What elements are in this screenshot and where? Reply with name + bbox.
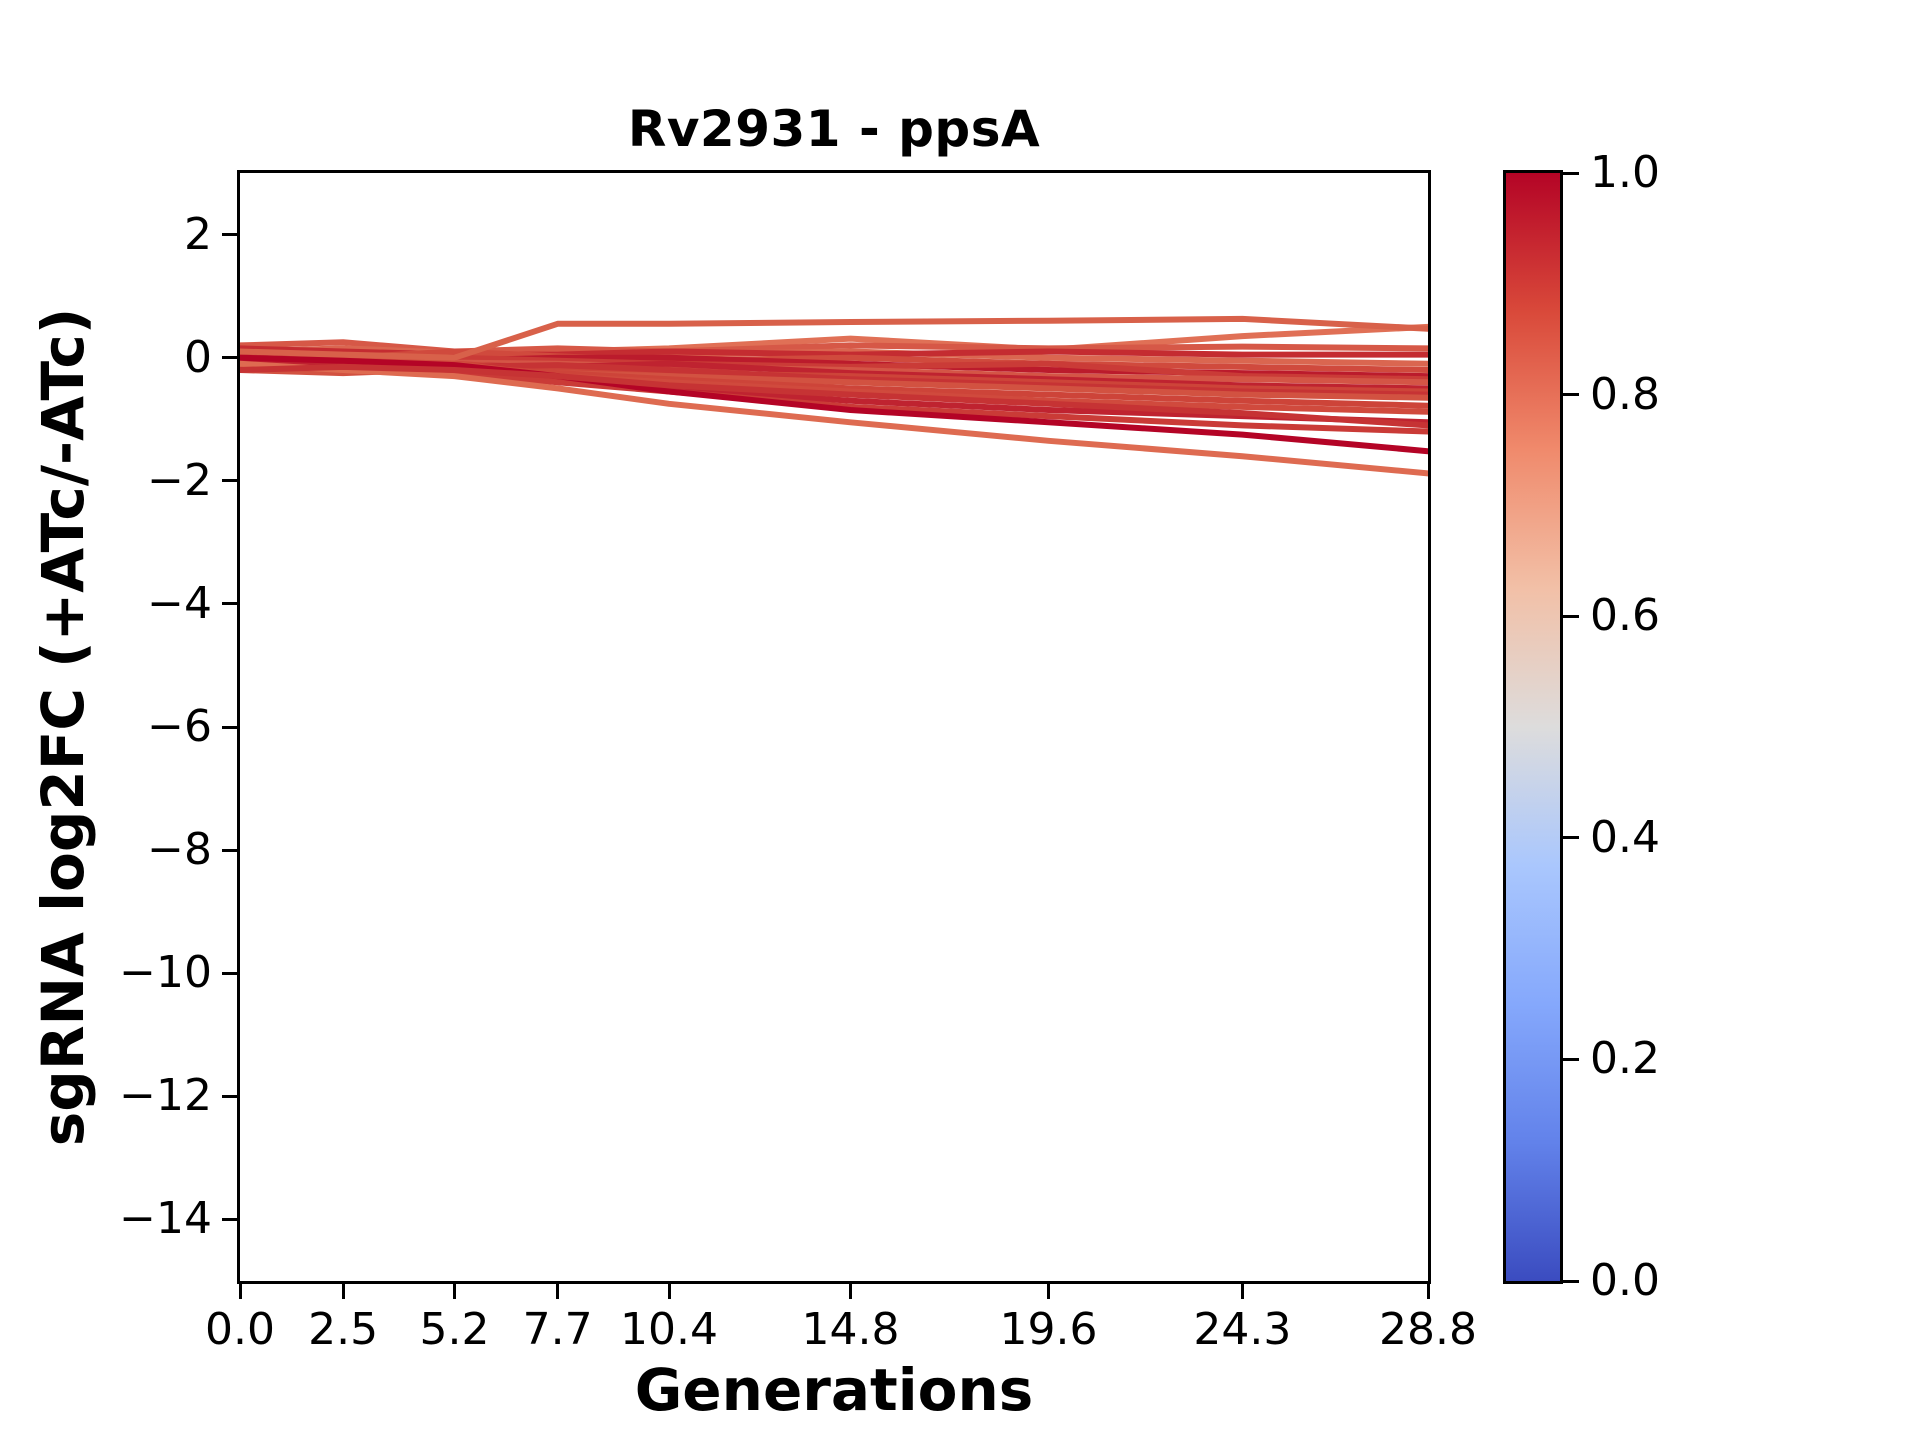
colorbar-tick-label: 0.4	[1590, 811, 1660, 863]
x-tick-label: 2.5	[308, 1304, 379, 1355]
colorbar-tick-mark	[1563, 171, 1579, 175]
y-tick-mark	[222, 848, 237, 852]
x-tick-mark	[453, 1284, 456, 1299]
x-tick-label: 10.4	[620, 1304, 718, 1355]
y-tick-mark	[222, 1094, 237, 1098]
series-line-20	[240, 363, 1428, 429]
x-tick-label: 19.6	[999, 1304, 1098, 1355]
colorbar-tick-label: 1.0	[1590, 147, 1660, 198]
x-tick-label: 0.0	[205, 1304, 275, 1355]
y-tick-label: −10	[119, 947, 212, 999]
y-axis-label: sgRNA log2FC (+ATc/-ATc)	[18, 173, 108, 1281]
series-line-4	[240, 345, 1428, 358]
y-tick-label: −4	[147, 577, 212, 629]
colorbar-gradient	[1506, 173, 1560, 1281]
y-tick-mark	[222, 356, 237, 360]
y-tick-mark	[222, 1217, 237, 1221]
colorbar	[1503, 170, 1563, 1284]
colorbar-tick-label: 0.6	[1590, 590, 1660, 642]
y-tick-mark	[222, 725, 237, 729]
x-tick-mark	[556, 1284, 560, 1299]
x-tick-label: 28.8	[1379, 1304, 1477, 1355]
colorbar-tick-mark	[1563, 393, 1579, 397]
x-tick-mark	[667, 1284, 671, 1299]
y-tick-label: −8	[147, 824, 212, 876]
colorbar-tick-label: 0.8	[1590, 368, 1660, 420]
x-tick-mark	[341, 1284, 345, 1299]
y-tick-label: −12	[119, 1070, 212, 1122]
y-tick-mark	[222, 602, 237, 606]
colorbar-tick-mark	[1563, 614, 1579, 618]
y-axis-label-text: sgRNA log2FC (+ATc/-ATc)	[29, 307, 97, 1147]
colorbar-tick-mark	[1563, 1279, 1579, 1283]
x-tick-label: 5.2	[419, 1304, 490, 1355]
colorbar-tick-mark	[1563, 1057, 1579, 1061]
x-tick-label: 14.8	[801, 1304, 900, 1355]
x-tick-label: 24.3	[1193, 1304, 1292, 1355]
y-tick-mark	[222, 233, 237, 237]
colorbar-tick-mark	[1563, 836, 1579, 840]
x-axis-label: Generations	[634, 1356, 1034, 1424]
y-tick-mark	[222, 479, 237, 483]
chart-title: Rv2931 - ppsA	[627, 100, 1041, 158]
y-tick-label: −2	[147, 454, 212, 506]
series-line-18	[240, 354, 1428, 455]
x-tick-label: 7.7	[522, 1304, 593, 1355]
y-tick-label: 2	[184, 208, 212, 260]
y-tick-label: −14	[119, 1193, 212, 1245]
colorbar-tick-label: 0.0	[1590, 1255, 1660, 1306]
x-tick-mark	[1240, 1284, 1244, 1299]
x-tick-mark	[1426, 1284, 1430, 1299]
y-tick-label: 0	[184, 331, 212, 383]
colorbar-tick-label: 0.2	[1590, 1033, 1660, 1085]
series-line-17	[240, 315, 1428, 361]
x-tick-mark	[1047, 1284, 1050, 1299]
y-tick-label: −6	[147, 701, 212, 752]
plot-area	[237, 170, 1431, 1284]
series-line-19	[240, 360, 1428, 477]
x-tick-mark	[238, 1284, 242, 1299]
y-tick-mark	[222, 971, 237, 975]
x-tick-mark	[849, 1284, 852, 1299]
